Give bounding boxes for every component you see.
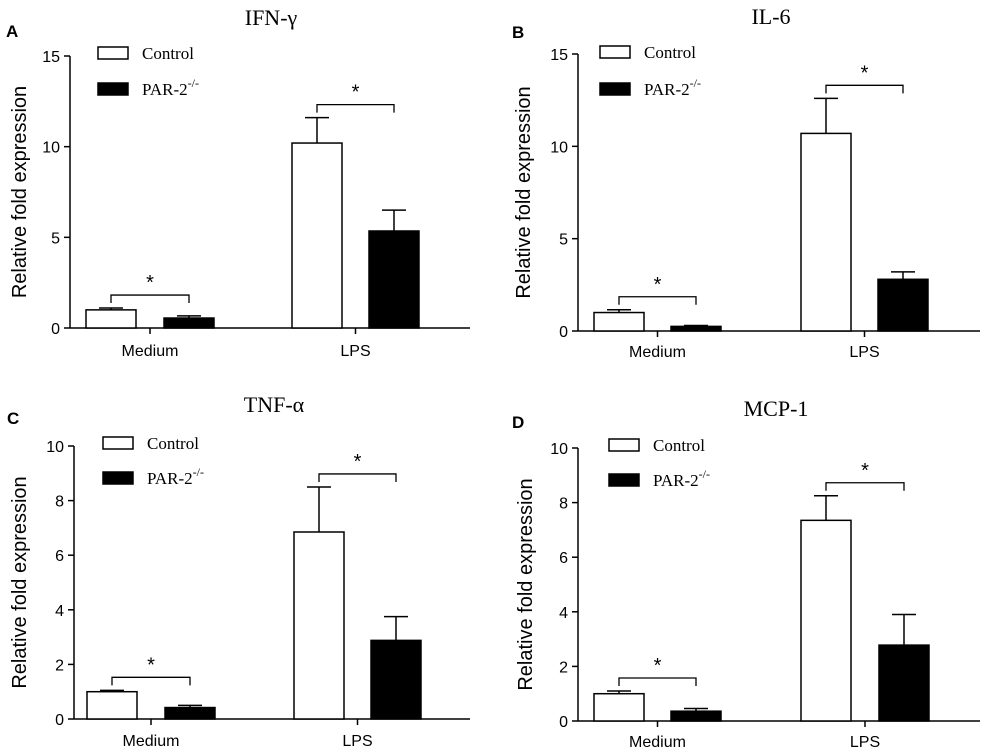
y-tick-label: 0 [55,712,64,729]
panel-letter: B [512,23,524,42]
bar-par-2-medium [164,706,216,720]
y-tick-label: 15 [550,47,568,64]
bar-control-lps [800,519,852,722]
legend-label: Control [644,43,696,62]
panel-letter: C [7,409,19,428]
legend-label: PAR-2-/- [147,465,204,488]
chart-title: MCP-1 [744,396,809,421]
y-axis-label: Relative fold expression [9,476,31,688]
y-tick-label: 6 [55,548,64,565]
bar-par-2-medium [163,317,215,329]
bar-par-2-lps [368,230,420,329]
chart-panel-c: C TNF-α Relative fold expression 0 2 4 6 8 10 Med… [7,392,470,750]
panel-letter: D [512,413,524,432]
bar-control-lps [293,531,345,720]
y-tick-label: 2 [55,657,64,674]
y-tick-label: 6 [559,550,568,567]
y-tick-label: 10 [46,439,64,456]
x-tick-label: LPS [849,344,879,361]
significance-marker: * [654,655,662,677]
bar-control-medium [86,690,138,720]
y-tick-label: 5 [51,230,60,247]
y-tick-label: 2 [559,659,568,676]
significance-bracket [618,677,697,686]
significance-bracket [316,104,395,113]
panel-letter: A [6,22,18,41]
y-tick-label: 4 [55,603,64,620]
y-axis-label: Relative fold expression [513,86,535,298]
bar-par-2-medium [670,325,722,332]
bar-par-2-lps [878,644,930,722]
legend-swatch [97,46,129,60]
y-axis-label: Relative fold expression [9,86,31,298]
significance-bracket [825,482,905,491]
legend-swatch [102,471,134,485]
x-tick-label: Medium [629,734,686,751]
significance-bracket [825,84,904,94]
x-tick-label: Medium [629,344,686,361]
y-tick-label: 10 [550,441,568,458]
legend: Control PAR-2-/- [608,436,710,490]
significance-marker: * [146,272,154,294]
bar-control-medium [593,692,645,722]
significance-marker: * [654,274,662,296]
y-tick-label: 10 [550,139,568,156]
significance-marker: * [352,82,360,104]
y-axis-label: Relative fold expression [515,478,537,690]
x-tick-label: LPS [850,734,880,751]
x-tick-label: Medium [123,733,180,750]
legend-swatch [608,438,640,452]
significance-bracket [111,676,191,686]
legend-swatch [608,473,640,487]
significance-marker: * [354,451,362,473]
y-tick-label: 10 [42,140,60,157]
significance-bracket [318,473,397,482]
legend-label: Control [653,436,705,455]
bar-control-lps [291,142,343,329]
bar-par-2-medium [670,710,722,722]
significance-marker: * [147,654,155,676]
chart-title: TNF-α [244,392,305,417]
bar-control-medium [85,309,137,329]
significance-marker: * [861,62,869,84]
chart-panel-b: B IL-6 Relative fold expression 0 5 10 15 Mediu… [512,4,980,361]
y-tick-label: 0 [559,714,568,731]
legend-swatch [102,436,134,450]
bar-par-2-lps [877,278,929,332]
significance-bracket [618,296,697,305]
y-tick-label: 8 [55,494,64,511]
legend-label: Control [142,44,194,63]
chart-title: IL-6 [751,4,790,29]
legend-label: PAR-2-/- [644,76,701,99]
legend: Control PAR-2-/- [97,44,199,99]
significance-bracket [110,294,190,304]
legend-swatch [97,82,129,96]
significance-marker: * [861,460,869,482]
legend-label: PAR-2-/- [142,76,199,99]
legend-swatch [599,45,631,59]
y-tick-label: 0 [51,321,60,338]
bar-control-lps [800,132,852,332]
y-tick-label: 0 [559,324,568,341]
chart-title: IFN-γ [245,5,298,30]
legend-label: Control [147,434,199,453]
x-tick-label: LPS [342,733,372,750]
y-tick-label: 8 [559,496,568,513]
x-tick-label: Medium [122,343,179,360]
x-tick-label: LPS [340,343,370,360]
bar-par-2-lps [370,639,422,720]
chart-panel-a: A IFN-γ Relative fold expression 0 5 10 15 Medi… [6,5,470,360]
chart-panel-d: D MCP-1 Relative fold expression 0 2 4 6 8 10 Med… [512,396,980,751]
legend: Control PAR-2-/- [599,43,701,99]
legend-label: PAR-2-/- [653,467,710,490]
legend: Control PAR-2-/- [102,434,204,488]
y-tick-label: 5 [559,232,568,249]
bar-control-medium [593,311,645,332]
legend-swatch [599,82,631,96]
y-tick-label: 4 [559,605,568,622]
y-tick-label: 15 [42,49,60,66]
